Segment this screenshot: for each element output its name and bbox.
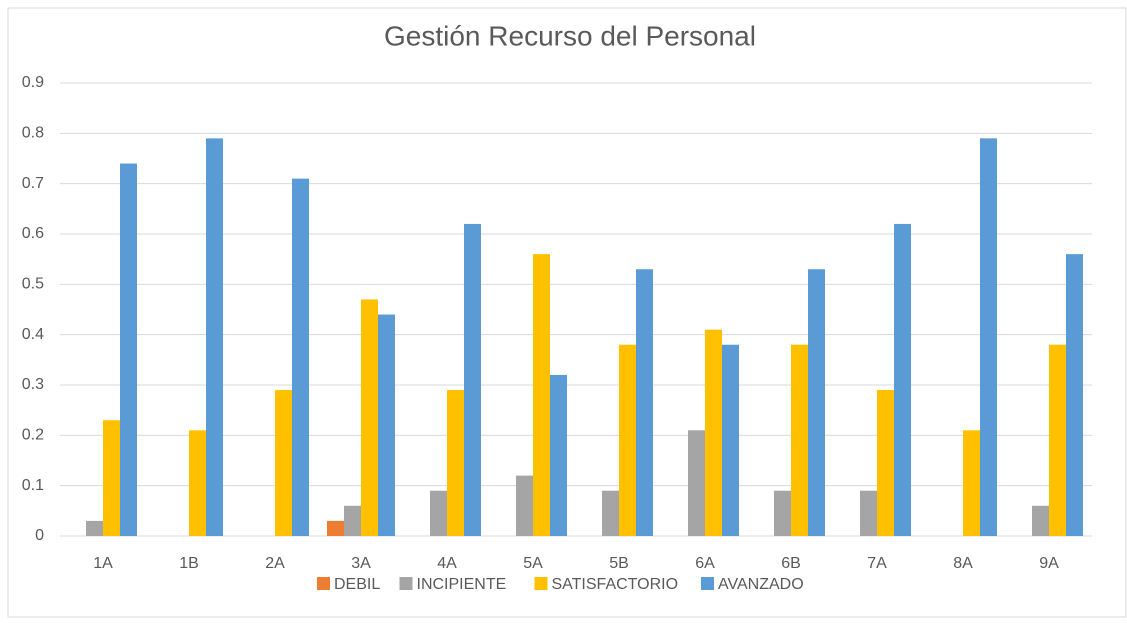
- x-tick-label: 3A: [351, 555, 371, 572]
- bar: [722, 344, 739, 536]
- y-tick-label: 0.2: [22, 427, 44, 444]
- bar: [619, 344, 636, 536]
- bar: [808, 269, 825, 536]
- bar: [275, 390, 292, 536]
- bar: [516, 475, 533, 536]
- bar: [550, 374, 567, 536]
- bar: [103, 420, 120, 536]
- bar: [120, 163, 137, 537]
- y-tick-label: 0.4: [22, 326, 44, 343]
- bar: [1066, 254, 1083, 536]
- legend-swatch: [701, 577, 714, 590]
- bar: [189, 430, 206, 536]
- legend-label: AVANZADO: [718, 576, 804, 593]
- bar: [292, 178, 309, 536]
- bar: [791, 344, 808, 536]
- bar: [877, 390, 894, 536]
- bar: [688, 430, 705, 536]
- x-tick-label: 6B: [781, 555, 801, 572]
- bar: [86, 520, 103, 536]
- legend-swatch: [534, 577, 548, 590]
- legend-label: SATISFACTORIO: [552, 576, 679, 593]
- bar: [705, 329, 722, 536]
- legend-label: INCIPIENTE: [417, 576, 507, 593]
- bar: [430, 490, 447, 536]
- bar: [1049, 344, 1066, 536]
- bar: [774, 490, 791, 536]
- x-tick-label: 8A: [953, 555, 973, 572]
- bar: [894, 223, 911, 536]
- bar: [361, 299, 378, 536]
- bar: [533, 254, 550, 536]
- bar: [344, 505, 361, 536]
- legend-label: DEBIL: [334, 576, 380, 593]
- bar: [464, 223, 481, 536]
- bar: [636, 269, 653, 536]
- legend-swatch: [317, 577, 330, 590]
- x-tick-label: 9A: [1039, 555, 1059, 572]
- x-tick-label: 2A: [265, 555, 285, 572]
- bar: [963, 430, 980, 536]
- bar: [980, 138, 997, 536]
- bar: [1032, 505, 1049, 536]
- bar: [447, 390, 464, 536]
- bar: [860, 490, 877, 536]
- y-tick-label: 0: [35, 527, 44, 544]
- x-tick-label: 7A: [867, 555, 887, 572]
- bar: [602, 490, 619, 536]
- y-tick-label: 0.3: [22, 376, 44, 393]
- y-tick-label: 0.5: [22, 276, 44, 293]
- x-tick-label: 1B: [179, 555, 199, 572]
- chart-title: Gestión Recurso del Personal: [384, 20, 756, 51]
- bar: [327, 520, 344, 536]
- y-tick-label: 0.6: [22, 225, 44, 242]
- bar: [378, 314, 395, 536]
- x-tick-label: 5A: [523, 555, 543, 572]
- x-tick-label: 6A: [695, 555, 715, 572]
- x-tick-label: 1A: [93, 555, 113, 572]
- bar: [206, 138, 223, 536]
- x-tick-label: 5B: [609, 555, 629, 572]
- x-tick-label: 4A: [437, 555, 457, 572]
- legend-swatch: [399, 577, 413, 590]
- y-tick-label: 0.9: [22, 74, 44, 91]
- y-tick-label: 0.7: [22, 175, 44, 192]
- y-tick-label: 0.1: [22, 477, 44, 494]
- y-tick-label: 0.8: [22, 125, 44, 142]
